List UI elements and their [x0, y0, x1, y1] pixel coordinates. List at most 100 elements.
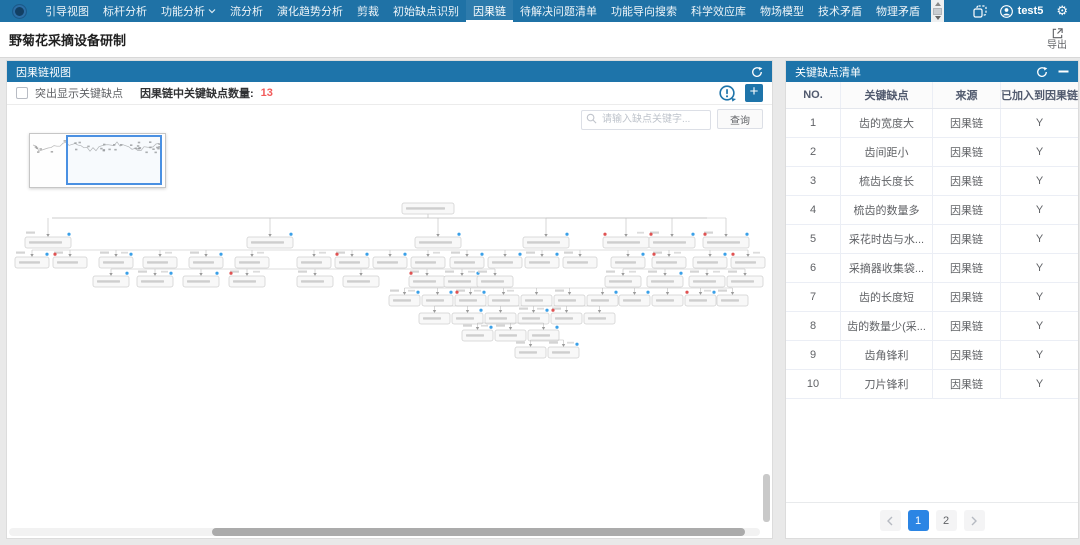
nav-item-7[interactable]: 初始缺点识别: [386, 0, 466, 22]
page-button-1[interactable]: 1: [907, 510, 929, 531]
nav-item-label: 引导视图: [45, 6, 89, 18]
nav-item-label: 因果链: [473, 6, 506, 18]
nav-scrollbar[interactable]: [931, 0, 944, 22]
column-header: 已加入到因果链: [1001, 90, 1078, 102]
table-cell: 因果链: [933, 138, 1001, 166]
prev-page-button[interactable]: [879, 510, 901, 531]
table-cell: 齿间距小: [841, 138, 933, 166]
table-cell: 5: [786, 225, 841, 253]
add-node-button[interactable]: +: [745, 84, 763, 102]
table-cell: Y: [1035, 117, 1044, 129]
table-cell: 因果链: [933, 254, 1001, 282]
table-cell: Y: [1035, 262, 1044, 274]
table-cell: 1: [786, 109, 841, 137]
table-row[interactable]: 3 梳齿长度长 因果链 Y: [786, 167, 1078, 196]
table-cell: 刀片锋利: [841, 370, 933, 398]
nav-item-3[interactable]: 功能分析: [154, 0, 223, 22]
nav-item-6[interactable]: 剪裁: [350, 0, 386, 22]
nav-item-8[interactable]: 因果链: [466, 0, 513, 22]
nav-item-2[interactable]: 标杆分析: [96, 0, 154, 22]
scroll-thumb[interactable]: [933, 7, 942, 15]
table-cell: 因果链: [933, 196, 1001, 224]
diagram-canvas[interactable]: 查询: [7, 105, 772, 538]
table-row[interactable]: 8 齿的数量少(采... 因果链 Y: [786, 312, 1078, 341]
column-header: 来源: [933, 82, 1001, 108]
nav-item-10[interactable]: 功能导向搜索: [604, 0, 684, 22]
query-button[interactable]: 查询: [717, 109, 763, 130]
next-page-button[interactable]: [963, 510, 985, 531]
key-defects-panel: 关键缺点清单 NO. 关键缺点 来源 已加入到因果链 1 齿的宽度大 因果链 Y 2 齿间距小因…: [786, 61, 1078, 538]
table-cell: 因果链: [933, 312, 1001, 340]
vertical-scroll-thumb[interactable]: [763, 474, 770, 522]
scroll-down-icon[interactable]: [934, 16, 941, 20]
next-page-icon: [971, 516, 977, 525]
collapse-minus-icon[interactable]: [1058, 66, 1069, 77]
minimap-viewport[interactable]: [66, 135, 162, 185]
causal-panel-header: 因果链视图: [7, 61, 772, 82]
minimap[interactable]: [29, 133, 166, 188]
table-cell: 因果链: [933, 283, 1001, 311]
settings-gear-icon[interactable]: ⚙: [1056, 3, 1068, 19]
nav-item-1[interactable]: 引导视图: [38, 0, 96, 22]
table-cell: Y: [1035, 291, 1044, 303]
export-button[interactable]: 导出: [1047, 27, 1067, 52]
refresh-icon[interactable]: [751, 66, 763, 78]
prev-page-icon: [887, 516, 893, 525]
table-cell: 因果链: [933, 341, 1001, 369]
table-cell: 采摘器收集袋...: [841, 254, 933, 282]
nav-item-label: 科学效应库: [691, 6, 746, 18]
highlight-defects-checkbox[interactable]: [16, 87, 28, 99]
table-row[interactable]: 4 梳齿的数量多 因果链 Y: [786, 196, 1078, 225]
nav-item-13[interactable]: 技术矛盾: [811, 0, 869, 22]
vertical-scrollbar[interactable]: [763, 105, 770, 526]
nav-item-5[interactable]: 演化趋势分析: [270, 0, 350, 22]
table-cell: 4: [786, 196, 841, 224]
table-cell: Y: [1035, 349, 1044, 361]
nav-item-14[interactable]: 物理矛盾: [869, 0, 927, 22]
table-cell: 齿的数量少(采...: [841, 312, 933, 340]
scroll-up-icon[interactable]: [934, 2, 941, 6]
defects-panel-title: 关键缺点清单: [795, 66, 861, 79]
table-cell: Y: [1035, 320, 1044, 332]
table-cell: 因果链: [933, 109, 1001, 137]
table-row[interactable]: 9 齿角锋利 因果链 Y: [786, 341, 1078, 370]
nav-item-9[interactable]: 待解决问题清单: [513, 0, 604, 22]
username: test5: [1017, 5, 1044, 17]
update-alert-icon[interactable]: [718, 84, 737, 103]
defects-table: NO. 关键缺点 来源 已加入到因果链 1 齿的宽度大 因果链 Y 2 齿间距小 因果链 Y 3 梳齿长…: [786, 82, 1078, 538]
table-cell: Y: [1035, 175, 1044, 187]
chevron-down-icon: [208, 9, 216, 14]
refresh-icon[interactable]: [1036, 66, 1048, 78]
nav-item-4[interactable]: 流分析: [223, 0, 270, 22]
table-header-row: NO. 关键缺点 来源 已加入到因果链: [786, 82, 1078, 109]
nav-item-label: 标杆分析: [103, 6, 147, 18]
causal-panel-title: 因果链视图: [16, 66, 71, 79]
table-cell: 齿的宽度大: [841, 109, 933, 137]
table-cell: 2: [786, 138, 841, 166]
horizontal-scrollbar[interactable]: [9, 528, 760, 536]
export-icon: [1052, 28, 1063, 39]
nav-item-11[interactable]: 科学效应库: [684, 0, 753, 22]
page-button-2[interactable]: 2: [935, 510, 957, 531]
user-menu[interactable]: test5: [999, 4, 1044, 18]
table-cell: 9: [786, 341, 841, 369]
app-logo[interactable]: [0, 0, 38, 22]
table-row[interactable]: 10 刀片锋利 因果链 Y: [786, 370, 1078, 399]
table-row[interactable]: 6 采摘器收集袋... 因果链 Y: [786, 254, 1078, 283]
table-row[interactable]: 1 齿的宽度大 因果链 Y: [786, 109, 1078, 138]
table-row[interactable]: 7 齿的长度短 因果链 Y: [786, 283, 1078, 312]
nav-item-12[interactable]: 物场模型: [753, 0, 811, 22]
table-row[interactable]: 5 采花时齿与水... 因果链 Y: [786, 225, 1078, 254]
search-icon: [586, 113, 597, 124]
table-row[interactable]: 2 齿间距小 因果链 Y: [786, 138, 1078, 167]
search-input[interactable]: [581, 109, 711, 130]
nav-menu: 引导视图 标杆分析 功能分析 流分析 演化趋势分析 剪裁 初始缺点识别 因果链 待解决问题清单 功…: [38, 0, 927, 22]
table-cell: 因果链: [933, 370, 1001, 398]
user-avatar-icon: [999, 4, 1013, 18]
horizontal-scroll-thumb[interactable]: [211, 528, 745, 536]
highlight-defects-label: 突出显示关键缺点: [35, 88, 123, 100]
table-cell: 6: [786, 254, 841, 282]
causal-diagram-svg[interactable]: [7, 105, 770, 535]
causal-chain-panel: 因果链视图 突出显示关键缺点 因果链中关键缺点数量: 13 +: [7, 61, 772, 538]
window-switch-icon[interactable]: [973, 4, 987, 18]
